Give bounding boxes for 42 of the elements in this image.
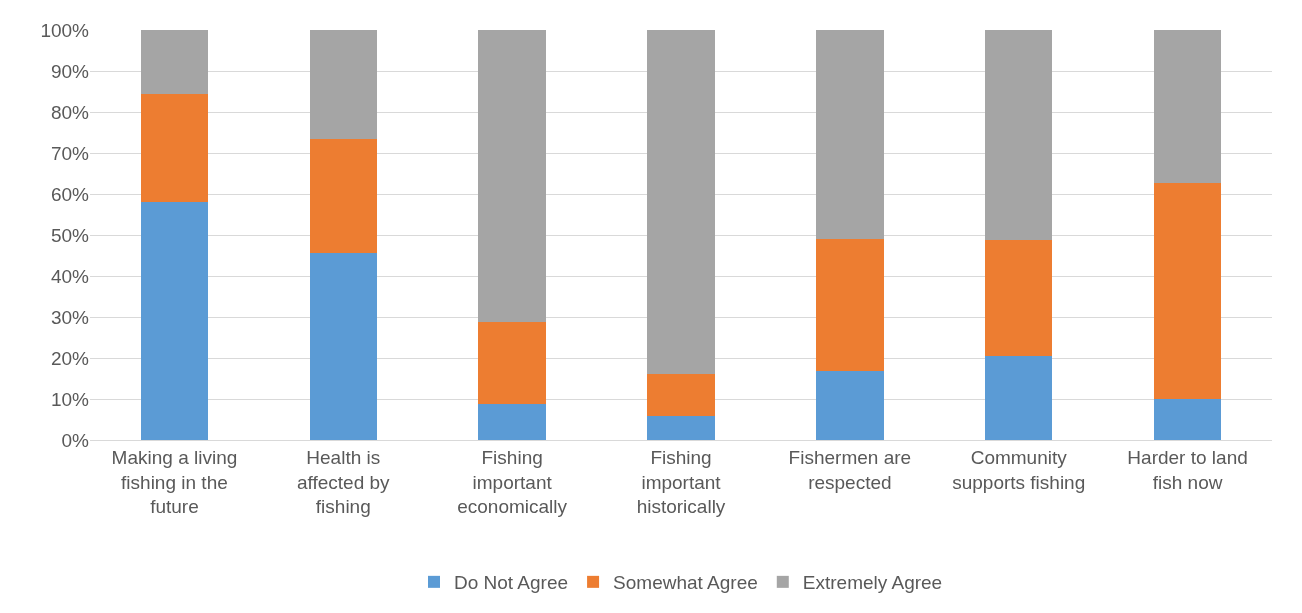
y-tick-label: 80%	[50, 101, 90, 123]
x-tick-label: Harder to land fish now	[1127, 446, 1248, 493]
bar	[984, 239, 1053, 357]
y-tick-label: 70%	[50, 142, 90, 164]
y-tick-label: 50%	[50, 224, 90, 246]
bar	[478, 403, 546, 440]
y-tick-label: 30%	[50, 306, 90, 328]
bar	[1153, 182, 1222, 400]
x-tick-label: Fishing important historically	[636, 446, 726, 518]
bar	[1153, 399, 1222, 440]
bar	[647, 415, 715, 440]
y-tick-label: 20%	[50, 347, 90, 369]
bar	[478, 321, 546, 404]
bar	[140, 202, 209, 440]
bar	[140, 30, 209, 94]
bar	[816, 238, 884, 372]
bar	[984, 30, 1053, 240]
x-tick-label: Fishermen are respected	[788, 446, 912, 493]
x-tick-label: Community supports fishing	[952, 446, 1086, 493]
bar	[816, 30, 884, 239]
x-tick-label: Making a living fishing in the future	[111, 446, 238, 518]
y-tick-label: 100%	[40, 19, 90, 41]
bar	[984, 356, 1053, 440]
y-tick-label: 90%	[50, 60, 90, 82]
x-tick-label: Fishing important economically	[457, 446, 568, 518]
bar	[816, 371, 884, 440]
bar	[647, 374, 715, 416]
legend-label: Extremely Agree	[802, 572, 943, 594]
bar	[647, 30, 715, 375]
y-tick-label: 0%	[61, 429, 90, 451]
legend-label: Do Not Agree	[454, 572, 569, 594]
y-tick-label: 60%	[50, 183, 90, 205]
bar	[478, 30, 546, 322]
x-tick-label: Health is affected by fishing	[296, 446, 391, 518]
legend-label: Somewhat Agree	[613, 572, 758, 594]
bar	[309, 253, 378, 440]
bar	[140, 93, 209, 203]
bar	[309, 30, 378, 140]
y-tick-label: 40%	[50, 265, 90, 287]
bar	[309, 139, 378, 254]
bar	[1153, 30, 1222, 183]
y-tick-label: 10%	[50, 388, 90, 410]
